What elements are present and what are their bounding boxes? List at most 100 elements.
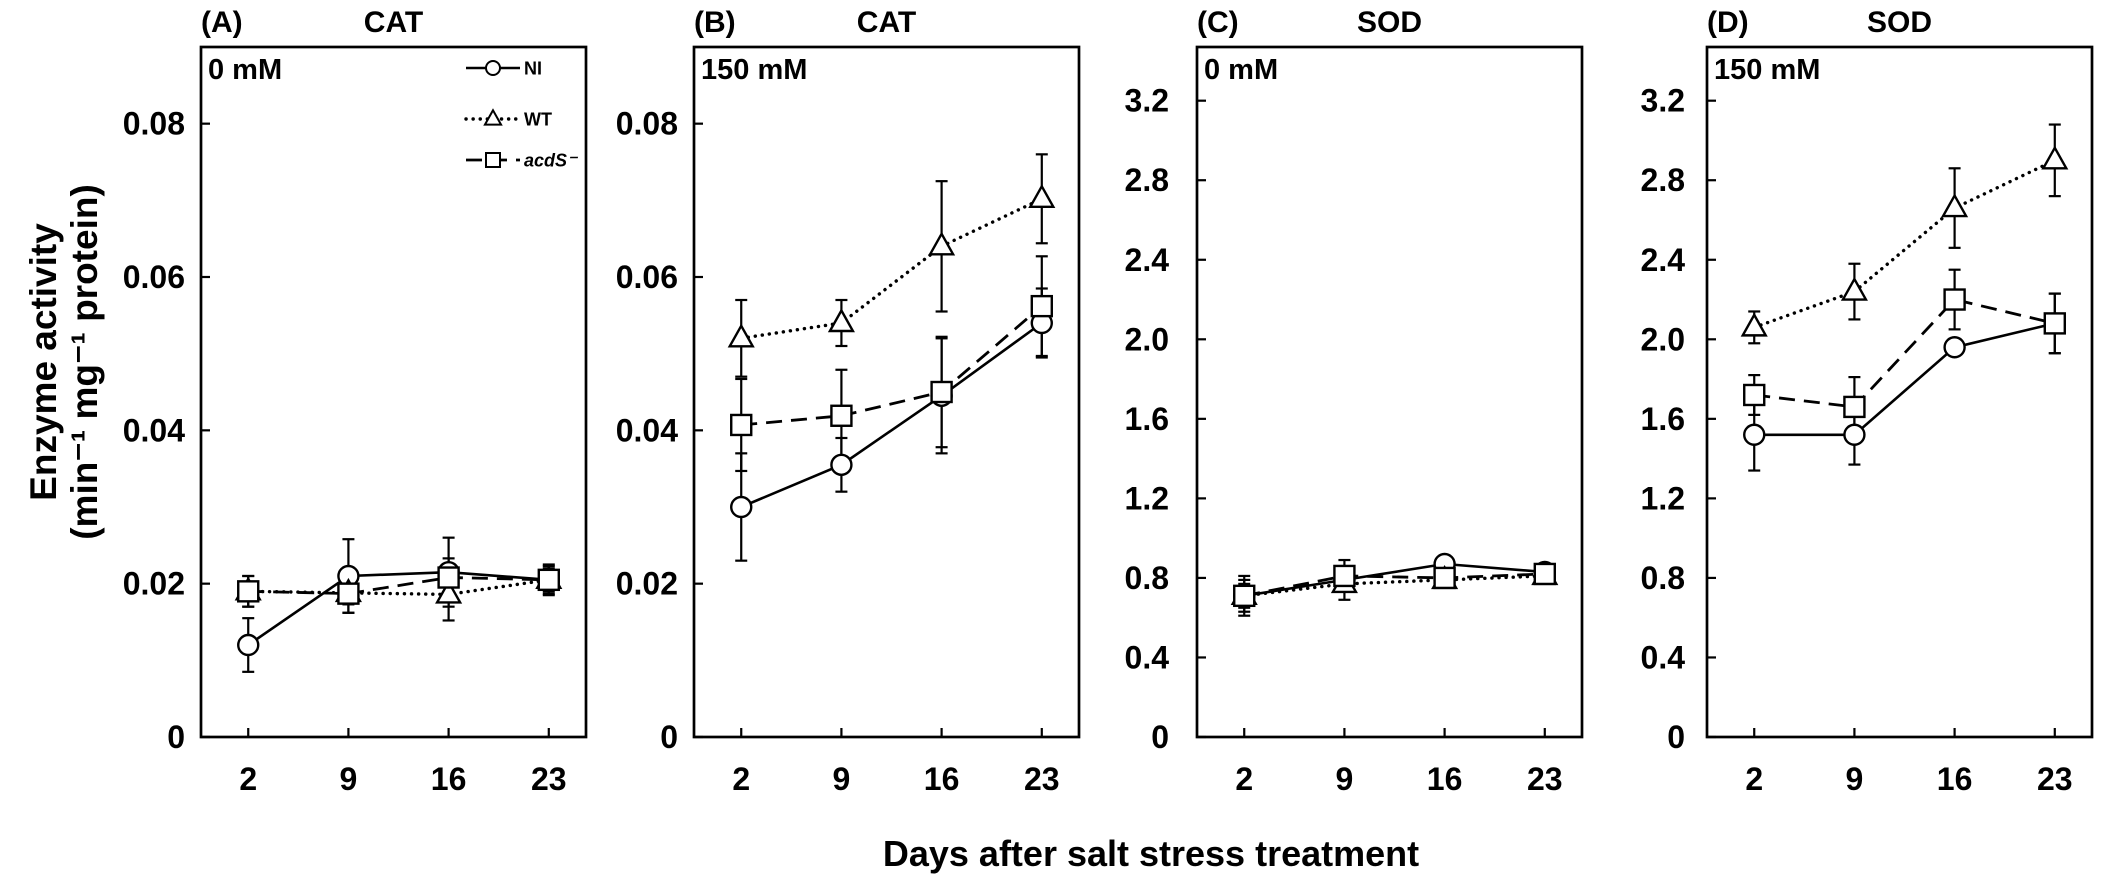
panel-c-xtick-label: 2 — [1235, 761, 1253, 797]
panel-d-xtick-label: 9 — [1846, 761, 1864, 797]
panel-d-xtick-label: 2 — [1745, 761, 1763, 797]
panel-c-xtick-label: 16 — [1427, 761, 1463, 797]
panel-c-xtick-label: 23 — [1527, 761, 1563, 797]
panel-b: (B) CAT 0 0.02 0.04 0.06 0.08 2 9 16 23 150 mM — [616, 6, 1081, 797]
panel-b-ni-line — [740, 321, 1043, 509]
panel-c-ytick-label: 0.4 — [1125, 639, 1170, 675]
legend-acds-label: acdS⁻ — [524, 151, 579, 171]
panel-d-ni-point — [1843, 423, 1866, 446]
panel-c-acds-point — [1233, 584, 1256, 608]
panel-c-condition: 0 mM — [1204, 54, 1278, 86]
panel-b-wt-point — [727, 323, 755, 348]
legend-item-wt: WT — [464, 108, 552, 130]
panel-b-xtick-label: 16 — [924, 761, 960, 797]
panel-a-xtick-label: 2 — [239, 761, 257, 797]
legend-ni-marker — [485, 60, 501, 76]
y-axis-label-line-1: Enzyme activity — [23, 223, 64, 501]
panel-d-ni-point — [1743, 423, 1766, 446]
panel-d-wt-line — [1752, 158, 2057, 330]
panel-d-title: SOD — [1867, 6, 1932, 39]
panel-b-ytick-label: 0.04 — [616, 412, 678, 448]
panel-d-ytick-label: 3.2 — [1641, 83, 1685, 119]
panel-d-xtick-label: 23 — [2037, 761, 2073, 797]
panel-b-ytick-label: 0.02 — [616, 566, 678, 602]
panel-b-xtick-label: 23 — [1024, 761, 1060, 797]
panel-b-ytick-label: 0.08 — [616, 106, 678, 142]
panel-b-wt-point — [1028, 183, 1056, 209]
panel-b-label: (B) — [694, 6, 736, 39]
panel-a-acds-point — [437, 566, 460, 589]
panel-c-ytick-label: 2.0 — [1125, 321, 1169, 357]
legend-acds-marker — [485, 152, 501, 168]
panel-d-acds-point — [2043, 312, 2066, 335]
panel-a-acds-point — [337, 582, 360, 605]
y-axis-label-line-2: (min⁻¹ mg⁻¹ protein) — [64, 184, 105, 540]
panel-b-wt-point — [827, 308, 855, 333]
panel-b-ytick-label: 0.06 — [616, 259, 678, 295]
panel-d-ytick-label: 0.4 — [1641, 639, 1686, 675]
panel-d-ni-point — [1943, 336, 1966, 359]
panel-a-label: (A) — [201, 6, 243, 39]
panel-d-ytick-label: 2.4 — [1641, 242, 1686, 278]
panel-d-ytick-label: 1.2 — [1641, 480, 1685, 516]
panel-b-acds-line — [741, 305, 1043, 427]
panel-d-acds-point — [1843, 395, 1866, 419]
panel-c-wt-line — [1242, 574, 1547, 598]
panel-c-xtick-label: 9 — [1336, 761, 1354, 797]
panel-d-acds-point — [1943, 288, 1966, 311]
panel-c-ytick-label: 0 — [1151, 719, 1169, 755]
panel-b-xtick-label: 2 — [732, 761, 750, 797]
panel-b-acds-point — [730, 413, 753, 437]
panel-a-ni-point — [237, 633, 260, 657]
panel-c-frame — [1195, 45, 1584, 739]
panel-a-frame — [199, 45, 588, 739]
panel-d-condition: 150 mM — [1714, 54, 1820, 86]
panel-a-condition: 0 mM — [208, 54, 282, 86]
panel-d-wt-point — [2041, 145, 2069, 170]
panel-c-ytick-label: 0.8 — [1125, 560, 1169, 596]
panel-a-xtick-label: 9 — [340, 761, 358, 797]
panel-a-xtick-label: 23 — [531, 761, 567, 797]
panel-d: (D) SOD 0 0.4 0.8 1.2 1.6 2.0 2.4 2.8 3.2 2 9 16 23 150… — [1641, 6, 2094, 797]
panel-a-ytick-label: 0 — [167, 719, 185, 755]
panel-b-acds-point — [1030, 294, 1053, 318]
panel-b-acds-point — [930, 380, 953, 404]
panel-c-ytick-label: 2.4 — [1125, 242, 1170, 278]
panel-a-acds-line — [248, 576, 549, 596]
panel-a-acds-point — [237, 580, 260, 603]
panel-d-ytick-label: 1.6 — [1641, 401, 1685, 437]
panel-c-ytick-label: 2.8 — [1125, 162, 1169, 198]
panel-b-wt-point — [928, 231, 956, 256]
panel-d-wt-point — [1840, 276, 1868, 301]
panel-c-acds-point — [1333, 564, 1356, 588]
panel-a-ytick-label: 0.02 — [123, 566, 185, 602]
panel-d-frame — [1705, 45, 2094, 739]
panel-d-acds-point — [1743, 383, 1766, 407]
panel-b-acds-point — [830, 404, 853, 427]
panel-d-wt-point — [1941, 193, 1969, 218]
panel-c-ytick-label: 1.2 — [1125, 480, 1169, 516]
panel-d-ytick-label: 2.8 — [1641, 162, 1685, 198]
legend-item-ni: NI — [466, 59, 542, 79]
panel-a-title: CAT — [364, 6, 423, 39]
panel-b-title: CAT — [857, 6, 916, 39]
legend-item-acds: acdS⁻ — [466, 151, 579, 171]
panel-c-acds-line — [1243, 572, 1545, 598]
panel-c-title: SOD — [1357, 6, 1422, 39]
panel-b-ni-point — [730, 495, 753, 519]
panel-c-ytick-label: 1.6 — [1125, 401, 1169, 437]
panel-b-ytick-label: 0 — [660, 719, 678, 755]
panel-b-xtick-label: 9 — [833, 761, 851, 797]
legend-wt-marker — [483, 108, 503, 126]
panel-a-wt-point — [435, 579, 463, 604]
panel-c-ytick-label: 3.2 — [1125, 83, 1169, 119]
legend-ni-label: NI — [524, 59, 542, 79]
panel-a-ytick-label: 0.08 — [123, 106, 185, 142]
panel-d-wt-point — [1740, 312, 1768, 337]
panel-d-ni-line — [1754, 322, 2056, 437]
panel-c: (C) SOD 0 0.4 0.8 1.2 1.6 2.0 2.4 2.8 3.2 2 9 16 23 0 m… — [1125, 6, 1584, 797]
panel-d-xtick-label: 16 — [1937, 761, 1973, 797]
panel-a: (A) CAT 0 0.02 0.04 0.06 0.08 2 9 16 23 0 mM NI WT acd… — [123, 6, 588, 797]
